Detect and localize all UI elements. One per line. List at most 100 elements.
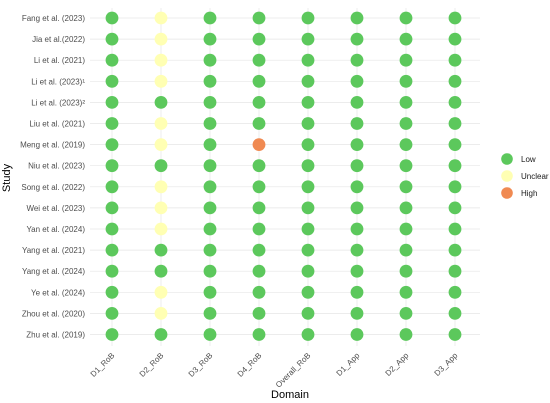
rating-point	[350, 32, 364, 46]
rating-point	[350, 138, 364, 152]
rating-point	[203, 138, 217, 152]
rating-point	[350, 201, 364, 215]
rating-point	[154, 328, 168, 341]
rating-point	[448, 32, 462, 46]
y-tick-label: Yan et al. (2024)	[26, 225, 85, 234]
rating-point	[252, 53, 266, 67]
rating-point	[105, 159, 119, 173]
rating-point	[448, 285, 462, 299]
y-tick-label: Yang et al. (2024)	[22, 267, 85, 276]
rating-point	[203, 159, 217, 173]
rating-point	[399, 285, 413, 299]
rating-point	[350, 307, 364, 320]
y-tick-label: Li et al. (2023)¹	[31, 77, 85, 86]
rating-point	[399, 201, 413, 215]
rating-point	[448, 159, 462, 173]
x-tick-label: D4_RoB	[236, 351, 264, 379]
legend-label: High	[521, 189, 537, 198]
rating-point	[448, 117, 462, 130]
legend: Low Unclear High	[501, 153, 549, 199]
rating-point	[350, 11, 364, 25]
rating-point	[252, 307, 266, 320]
x-axis-title: Domain	[271, 389, 309, 401]
rating-point	[301, 159, 315, 173]
rating-point	[203, 96, 217, 109]
rating-point	[301, 117, 315, 130]
x-tick-label: D1_RoB	[89, 351, 117, 379]
y-tick-labels: Fang et al. (2023) Jia et al.(2022) Li et …	[20, 14, 85, 340]
rating-point	[448, 96, 462, 109]
rating-point	[105, 328, 119, 341]
rating-point	[448, 307, 462, 320]
rating-point	[105, 222, 119, 236]
rating-point	[105, 117, 119, 130]
rating-point	[301, 264, 315, 278]
rating-point	[301, 96, 315, 109]
y-tick-label: Ye et al. (2024)	[31, 288, 85, 297]
rating-point	[203, 117, 217, 130]
rating-point	[350, 96, 364, 109]
rating-point	[252, 117, 266, 130]
rating-point	[203, 307, 217, 320]
rating-point	[203, 328, 217, 341]
rating-point	[301, 53, 315, 67]
rating-point	[252, 74, 266, 88]
rating-point	[203, 53, 217, 67]
rating-point	[399, 328, 413, 341]
x-tick-label: D3_RoB	[187, 351, 215, 379]
rating-point	[203, 264, 217, 278]
x-tick-label: D2_App	[384, 351, 411, 378]
rating-point	[399, 53, 413, 67]
x-tick-label: D2_RoB	[138, 351, 166, 379]
legend-label: Low	[521, 155, 536, 164]
rating-point	[350, 222, 364, 236]
rating-point	[105, 307, 119, 320]
legend-label: Unclear	[521, 172, 549, 181]
rating-point	[448, 53, 462, 67]
rating-point	[448, 264, 462, 278]
rating-point	[399, 159, 413, 173]
rating-point	[105, 201, 119, 215]
rating-point	[154, 117, 168, 130]
rating-point	[154, 180, 168, 194]
rating-point	[448, 201, 462, 215]
rating-point	[399, 180, 413, 194]
rating-point	[105, 243, 119, 257]
y-tick-label: Fang et al. (2023)	[22, 14, 85, 23]
x-tick-label: Overall_RoB	[274, 351, 312, 389]
rating-point	[203, 222, 217, 236]
rating-point	[252, 222, 266, 236]
rating-point	[301, 243, 315, 257]
rating-point	[350, 74, 364, 88]
rating-point	[350, 264, 364, 278]
x-tick-labels: D1_RoB D2_RoB D3_RoB D4_RoB Overall_RoB D1_Ap…	[89, 351, 460, 390]
rating-point	[252, 264, 266, 278]
rating-point	[399, 32, 413, 46]
rating-point	[105, 32, 119, 46]
rating-point	[105, 96, 119, 109]
rating-point	[154, 53, 168, 67]
rating-point	[399, 307, 413, 320]
rating-point	[154, 11, 168, 25]
x-tick-label: D3_App	[433, 351, 460, 378]
rating-point	[301, 11, 315, 25]
y-tick-label: Jia et al.(2022)	[32, 35, 85, 44]
rating-point	[105, 53, 119, 67]
rating-point	[252, 159, 266, 173]
grid-lines	[90, 8, 480, 346]
rating-point	[203, 11, 217, 25]
rating-point	[154, 138, 168, 152]
rating-point	[448, 180, 462, 194]
rating-point	[301, 222, 315, 236]
rating-point	[252, 201, 266, 215]
rating-point	[154, 264, 168, 278]
rating-point	[399, 243, 413, 257]
rating-point	[301, 138, 315, 152]
rating-points	[105, 11, 462, 341]
rating-point	[105, 74, 119, 88]
rating-point	[301, 32, 315, 46]
rating-point	[252, 285, 266, 299]
y-tick-label: Wei et al. (2023)	[26, 204, 85, 213]
rating-point	[154, 201, 168, 215]
rating-point	[448, 222, 462, 236]
